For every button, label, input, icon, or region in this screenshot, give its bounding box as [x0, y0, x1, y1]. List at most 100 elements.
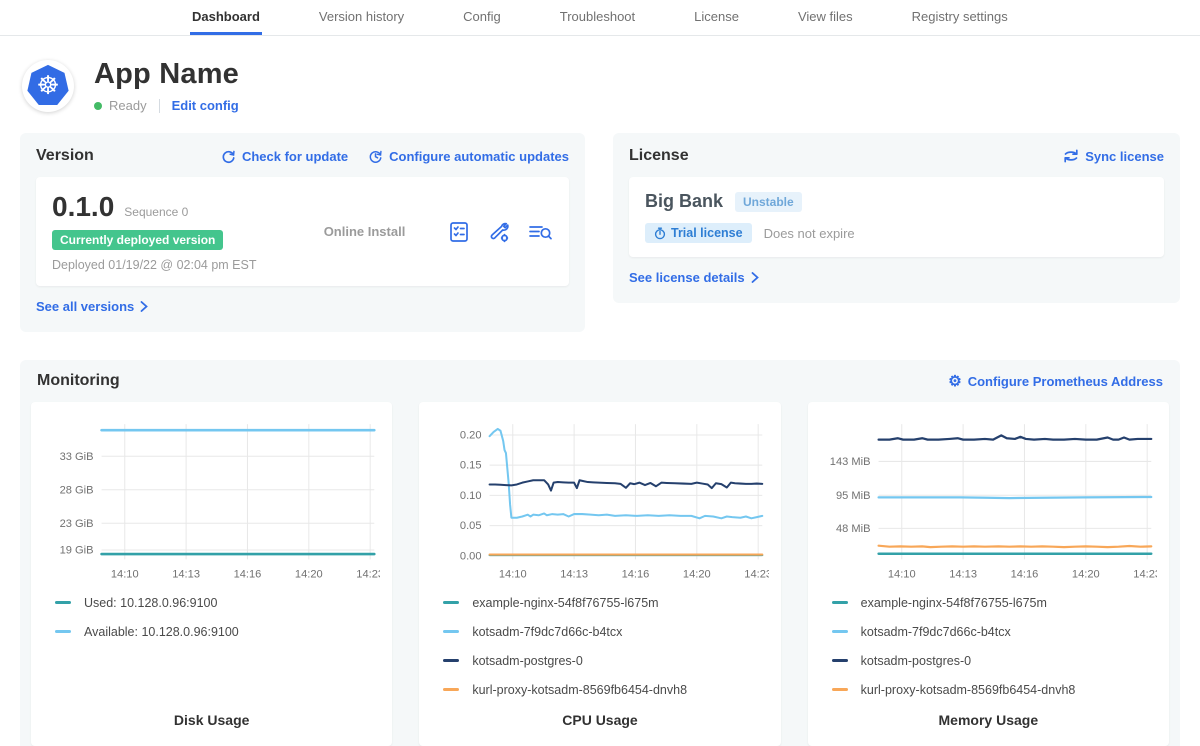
- top-nav: Dashboard Version history Config Troublesho…: [0, 0, 1200, 36]
- license-assignee: Big Bank: [645, 191, 723, 212]
- tab-version-history[interactable]: Version history: [317, 0, 406, 35]
- svg-text:14:16: 14:16: [622, 569, 650, 581]
- chart-title: Memory Usage: [820, 712, 1157, 732]
- legend-label: Used: 10.128.0.96:9100: [84, 596, 217, 610]
- monitoring-title: Monitoring: [37, 372, 120, 390]
- legend-label: example-nginx-54f8f76755-l675m: [861, 596, 1047, 610]
- chart-plot: 14:1014:1314:1614:2014:2333 GiB28 GiB23 …: [43, 416, 380, 586]
- chart-legend: example-nginx-54f8f76755-l675m kotsadm-7f…: [832, 596, 1157, 712]
- svg-text:143 MiB: 143 MiB: [829, 456, 870, 468]
- install-type-label: Online Install: [282, 224, 447, 239]
- chevron-right-icon: [751, 272, 759, 283]
- legend-item: kotsadm-7f9dc7d66c-b4tcx: [443, 625, 768, 639]
- legend-label: kotsadm-postgres-0: [861, 654, 971, 668]
- legend-dash-icon: [832, 601, 848, 604]
- svg-text:95 MiB: 95 MiB: [836, 490, 871, 502]
- svg-text:0.20: 0.20: [460, 429, 482, 441]
- version-number: 0.1.0: [52, 191, 114, 223]
- check-for-update-link[interactable]: Check for update: [221, 149, 348, 164]
- svg-text:19 GiB: 19 GiB: [60, 545, 94, 557]
- legend-label: Available: 10.128.0.96:9100: [84, 625, 239, 639]
- chart-card-memory-usage: 14:1014:1314:1614:2014:23143 MiB95 MiB48…: [808, 402, 1169, 746]
- legend-dash-icon: [55, 630, 71, 633]
- config-tools-icon[interactable]: [487, 220, 511, 244]
- tab-config[interactable]: Config: [461, 0, 503, 35]
- svg-text:14:23: 14:23: [356, 569, 380, 581]
- status-badge: Ready: [109, 98, 147, 113]
- svg-text:14:20: 14:20: [683, 569, 711, 581]
- svg-text:33 GiB: 33 GiB: [60, 451, 94, 463]
- legend-item: kotsadm-postgres-0: [443, 654, 768, 668]
- legend-item: Available: 10.128.0.96:9100: [55, 625, 380, 639]
- license-title: License: [629, 147, 689, 165]
- clock-refresh-icon: [368, 149, 383, 164]
- legend-label: kotsadm-7f9dc7d66c-b4tcx: [861, 625, 1011, 639]
- channel-badge: Unstable: [735, 192, 802, 212]
- svg-text:0.15: 0.15: [460, 460, 482, 472]
- chevron-right-icon: [140, 301, 148, 312]
- svg-text:14:13: 14:13: [949, 569, 977, 581]
- legend-dash-icon: [443, 630, 459, 633]
- legend-item: kurl-proxy-kotsadm-8569fb6454-dnvh8: [443, 683, 768, 697]
- chart-plot: 14:1014:1314:1614:2014:230.200.150.100.0…: [431, 416, 768, 586]
- kubernetes-logo-icon: ☸: [22, 60, 74, 112]
- svg-text:0.05: 0.05: [460, 520, 482, 532]
- legend-label: kurl-proxy-kotsadm-8569fb6454-dnvh8: [861, 683, 1076, 697]
- license-expiry: Does not expire: [764, 226, 855, 241]
- legend-dash-icon: [443, 601, 459, 604]
- see-all-versions-link[interactable]: See all versions: [36, 299, 148, 314]
- legend-dash-icon: [443, 688, 459, 691]
- license-detail-card: Big Bank Unstable Trial license Does not…: [629, 177, 1164, 257]
- currently-deployed-badge: Currently deployed version: [52, 230, 223, 250]
- configure-prometheus-link[interactable]: ⚙ Configure Prometheus Address: [948, 374, 1163, 389]
- trial-license-badge: Trial license: [645, 223, 752, 243]
- tab-view-files[interactable]: View files: [796, 0, 855, 35]
- legend-item: example-nginx-54f8f76755-l675m: [443, 596, 768, 610]
- view-logs-icon[interactable]: [527, 220, 553, 244]
- svg-text:14:13: 14:13: [172, 569, 200, 581]
- legend-label: kotsadm-7f9dc7d66c-b4tcx: [472, 625, 622, 639]
- monitoring-section: Monitoring ⚙ Configure Prometheus Addres…: [20, 360, 1180, 746]
- app-header: ☸ App Name Ready Edit config: [0, 36, 1200, 127]
- tab-registry-settings[interactable]: Registry settings: [910, 0, 1010, 35]
- tab-troubleshoot[interactable]: Troubleshoot: [558, 0, 637, 35]
- svg-text:14:13: 14:13: [561, 569, 589, 581]
- svg-text:14:16: 14:16: [234, 569, 262, 581]
- svg-text:14:20: 14:20: [295, 569, 323, 581]
- preflight-checks-icon[interactable]: [447, 220, 471, 244]
- svg-text:28 GiB: 28 GiB: [60, 484, 94, 496]
- svg-text:14:23: 14:23: [1133, 569, 1157, 581]
- edit-config-link[interactable]: Edit config: [172, 98, 239, 113]
- svg-text:14:10: 14:10: [888, 569, 916, 581]
- sync-icon: [1063, 149, 1079, 163]
- gear-icon: ⚙: [948, 374, 961, 389]
- legend-dash-icon: [832, 630, 848, 633]
- divider: [159, 99, 160, 113]
- chart-title: Disk Usage: [43, 712, 380, 732]
- see-license-details-link[interactable]: See license details: [629, 270, 759, 285]
- svg-text:14:20: 14:20: [1072, 569, 1100, 581]
- sequence-label: Sequence 0: [124, 205, 188, 219]
- stopwatch-icon: [654, 227, 666, 240]
- chart-card-disk-usage: 14:1014:1314:1614:2014:2333 GiB28 GiB23 …: [31, 402, 392, 746]
- chart-legend: Used: 10.128.0.96:9100 Available: 10.128.…: [55, 596, 380, 654]
- deployed-timestamp: Deployed 01/19/22 @ 02:04 pm EST: [52, 258, 282, 272]
- legend-item: example-nginx-54f8f76755-l675m: [832, 596, 1157, 610]
- configure-automatic-updates-link[interactable]: Configure automatic updates: [368, 149, 569, 164]
- svg-text:0.00: 0.00: [460, 550, 482, 562]
- legend-item: kotsadm-7f9dc7d66c-b4tcx: [832, 625, 1157, 639]
- current-version-card: 0.1.0 Sequence 0 Currently deployed vers…: [36, 177, 569, 286]
- legend-dash-icon: [832, 659, 848, 662]
- legend-dash-icon: [55, 601, 71, 604]
- sync-license-link[interactable]: Sync license: [1063, 149, 1164, 164]
- svg-text:14:10: 14:10: [111, 569, 139, 581]
- status-dot: [94, 102, 102, 110]
- chart-title: CPU Usage: [431, 712, 768, 732]
- svg-text:48 MiB: 48 MiB: [836, 523, 871, 535]
- version-card: Version Check for update Configure autom…: [20, 133, 585, 332]
- version-title: Version: [36, 147, 94, 165]
- legend-label: kotsadm-postgres-0: [472, 654, 582, 668]
- tab-dashboard[interactable]: Dashboard: [190, 0, 262, 35]
- svg-text:14:23: 14:23: [745, 569, 769, 581]
- tab-license[interactable]: License: [692, 0, 741, 35]
